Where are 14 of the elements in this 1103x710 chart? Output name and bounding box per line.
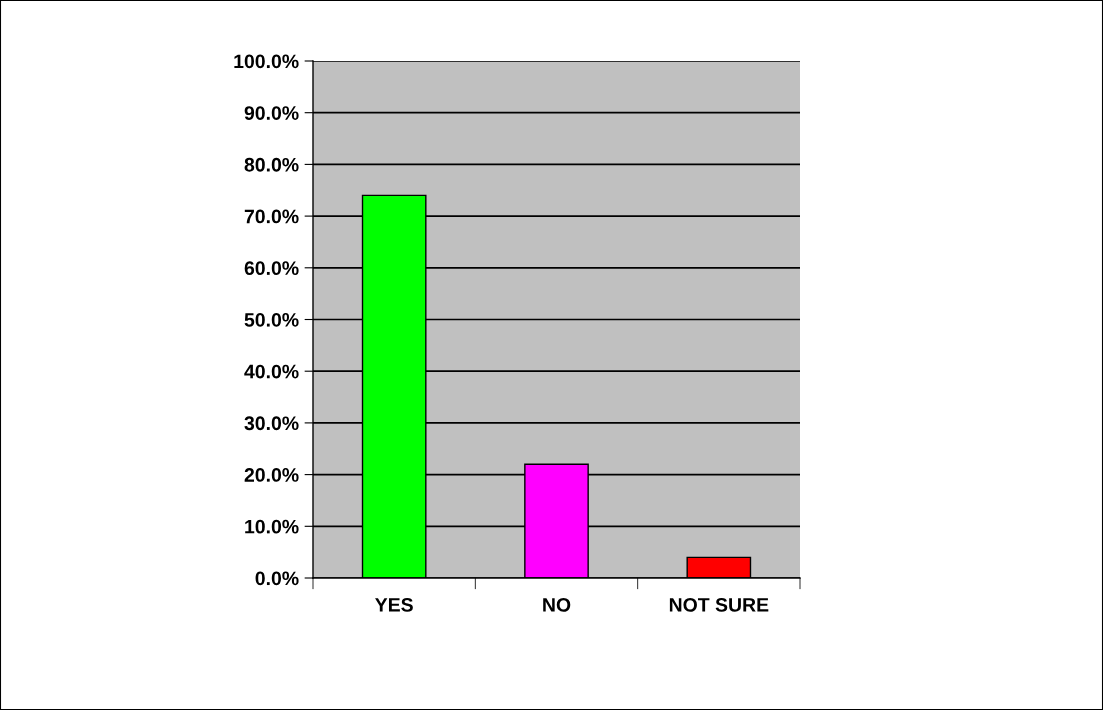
y-tick-label: 80.0% [244,157,299,172]
y-tick-label: 50.0% [244,312,299,327]
x-tick-label: NO [543,597,571,612]
y-tick-label: 30.0% [244,416,299,431]
y-tick-label: 70.0% [244,209,299,224]
x-tick-label: YES [375,597,413,612]
y-tick-label: 90.0% [244,106,299,120]
x-tick-label: NOT SURE [669,597,769,612]
y-tick-label: 100.0% [234,54,299,69]
y-tick-label: 60.0% [244,261,299,276]
y-tick-label: 0.0% [255,571,299,586]
y-tick-label: 40.0% [244,364,299,379]
y-tick-label: 20.0% [244,468,299,482]
y-tick-label: 10.0% [245,519,299,534]
